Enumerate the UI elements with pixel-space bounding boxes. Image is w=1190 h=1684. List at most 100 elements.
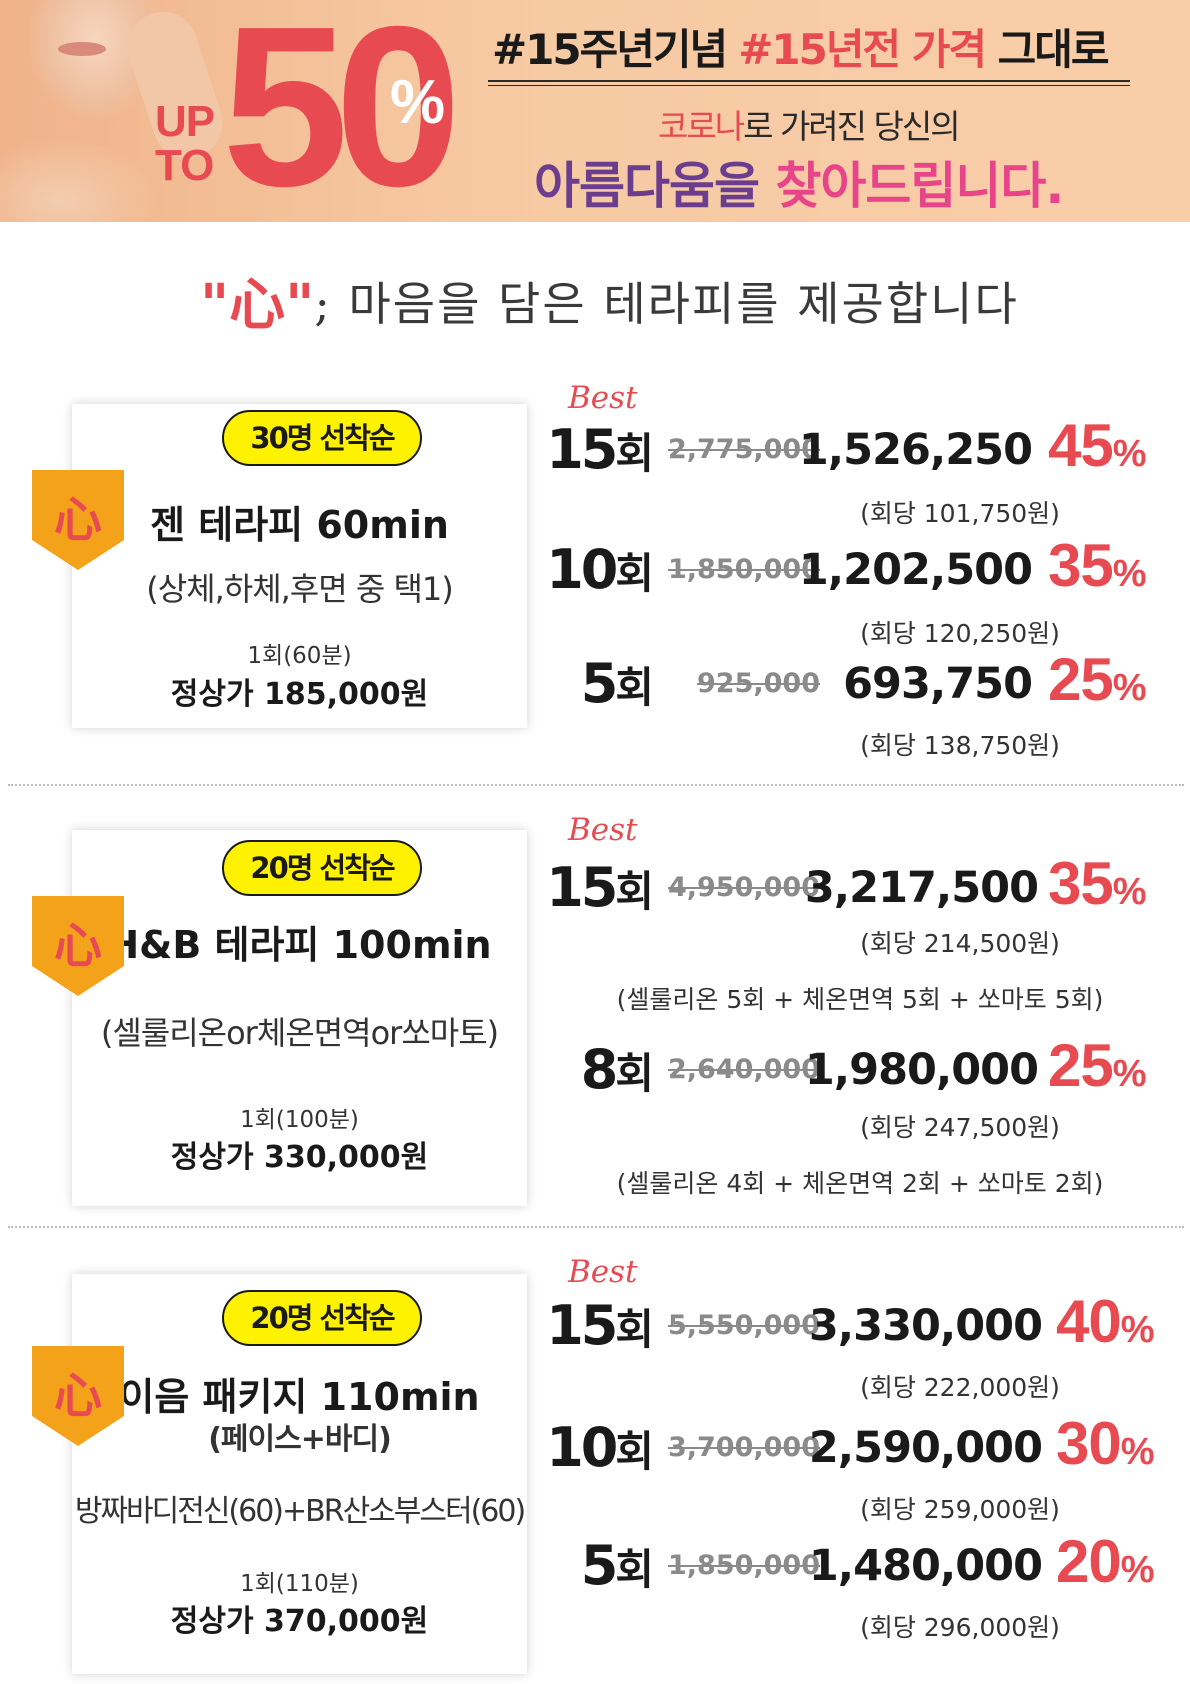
count-number: 5 <box>580 652 619 715</box>
per-session-price: (회당 101,750원) <box>860 499 1060 528</box>
count-unit: 회 <box>615 663 654 712</box>
anniversary-tag: #15주년기념 <box>492 25 728 74</box>
slogan-part-b: 찾아드립니다. <box>775 157 1064 215</box>
first-come-badge: 20명 선착순 <box>222 840 422 896</box>
price-row: 15회 2,775,000 1,526,250 45% <box>0 416 1190 480</box>
count-number: 5 <box>580 1534 619 1597</box>
discount-percent: % <box>1112 871 1147 913</box>
discount-percent: % <box>1120 1549 1155 1591</box>
same-tag: 그대로 <box>985 25 1110 74</box>
count-number: 10 <box>546 1416 618 1479</box>
model-face-photo <box>0 0 232 222</box>
discount-number: 25 <box>1048 646 1114 713</box>
discount-number: 35 <box>1048 532 1114 599</box>
sale-price: 3,330,000 <box>808 1301 1043 1351</box>
count-unit: 회 <box>615 1427 654 1476</box>
session-count: 5회 <box>581 654 654 718</box>
session-count: 15회 <box>546 1296 654 1360</box>
tagline: "心"; 마음을 담은 테라피를 제공합니다 <box>200 260 1019 341</box>
original-price: 2,775,000 <box>667 434 820 465</box>
regular-price: 정상가 370,000원 <box>170 1604 429 1639</box>
anniversary-headline: #15주년기념 #15년전 가격 그대로 <box>492 16 1110 77</box>
session-count: 10회 <box>546 1418 654 1482</box>
package-subtitle: (페이스+바디) <box>208 1422 392 1457</box>
heart-shield-icon: 心 <box>32 470 124 570</box>
per-session-price: (회당 259,000원) <box>860 1495 1060 1524</box>
original-price: 925,000 <box>697 668 820 699</box>
headline-rule-top <box>488 80 1130 82</box>
package-card: 20명 선착순 H&B 테라피 100min (셀룰리온or체온면역or쏘마토)… <box>72 830 527 1206</box>
discount-percent: % <box>1112 553 1147 595</box>
per-session-price: (회당 120,250원) <box>860 619 1060 648</box>
slogan-part-a: 아름다움을 <box>534 157 776 215</box>
session-duration: 1회(110분) <box>240 1571 359 1597</box>
price-row: 15회 5,550,000 3,330,000 40% <box>0 1292 1190 1356</box>
sale-price: 1,526,250 <box>798 425 1033 475</box>
up-text: UP <box>155 97 215 146</box>
original-price: 1,850,000 <box>667 1550 820 1581</box>
package-card: 20명 선착순 이음 패키지 110min (페이스+바디) 방짜바디전신(60… <box>72 1274 527 1674</box>
sale-price: 3,217,500 <box>804 863 1039 913</box>
package-composition: (셀룰리온 5회 + 체온면역 5회 + 쏘마토 5회) <box>616 985 1104 1014</box>
count-unit: 회 <box>615 1305 654 1354</box>
heart-shield-icon: 心 <box>32 896 124 996</box>
package-composition: (셀룰리온 4회 + 체온면역 2회 + 쏘마토 2회) <box>616 1169 1104 1198</box>
per-session-price: (회당 247,500원) <box>860 1113 1060 1142</box>
package-options: (셀룰리온or체온면역or쏘마토) <box>100 1014 499 1052</box>
banner-subline: 코로나로 가려진 당신의 <box>658 100 961 148</box>
original-price: 4,950,000 <box>667 872 820 903</box>
section-divider <box>8 784 1184 786</box>
discount-number: 35 <box>1048 850 1114 917</box>
discount-percent: % <box>1112 667 1147 709</box>
count-unit: 회 <box>615 1545 654 1594</box>
price-row: 5회 925,000 693,750 25% <box>0 650 1190 714</box>
section-divider <box>8 1226 1184 1228</box>
corona-word: 코로나 <box>658 107 745 146</box>
best-label: Best <box>568 812 638 848</box>
package-options: (상체,하체,후면 중 택1) <box>146 570 454 608</box>
package-title: 이음 패키지 110min <box>119 1375 480 1419</box>
count-unit: 회 <box>615 429 654 478</box>
session-duration: 1회(100분) <box>240 1107 359 1133</box>
discount-rate: 25% <box>1048 1036 1147 1104</box>
promo-banner: UP TO 50 % #15주년기념 #15년전 가격 그대로 코로나로 가려진 … <box>0 0 1190 222</box>
first-come-badge: 30명 선착순 <box>222 410 422 466</box>
first-come-badge: 20명 선착순 <box>222 1290 422 1346</box>
big-discount-number: 50 <box>222 0 462 222</box>
discount-rate: 40% <box>1056 1292 1155 1360</box>
original-price: 1,850,000 <box>667 554 820 585</box>
up-to-label: UP TO <box>155 100 235 188</box>
discount-rate: 35% <box>1048 536 1147 604</box>
count-number: 15 <box>546 856 618 919</box>
to-text: TO <box>155 141 214 190</box>
original-price: 3,700,000 <box>667 1432 820 1463</box>
heart-char: 心 <box>53 918 102 974</box>
discount-rate: 20% <box>1056 1532 1155 1600</box>
count-unit: 회 <box>615 1049 654 1098</box>
discount-percent: % <box>1112 1053 1147 1095</box>
subline-rest: 로 가려진 당신의 <box>743 107 960 146</box>
discount-rate: 45% <box>1048 416 1147 484</box>
sale-price: 2,590,000 <box>808 1423 1043 1473</box>
count-number: 8 <box>580 1038 619 1101</box>
sale-price: 1,980,000 <box>804 1045 1039 1095</box>
session-count: 10회 <box>546 540 654 604</box>
per-session-price: (회당 296,000원) <box>860 1613 1060 1642</box>
discount-percent: % <box>1120 1309 1155 1351</box>
heart-char: 心 <box>53 492 102 548</box>
per-session-price: (회당 222,000원) <box>860 1373 1060 1402</box>
session-count: 5회 <box>581 1536 654 1600</box>
discount-rate: 25% <box>1048 650 1147 718</box>
price-row: 8회 2,640,000 1,980,000 25% <box>0 1036 1190 1101</box>
package-card: 30명 선착순 젠 테라피 60min (상체,하체,후면 중 택1) 1회(6… <box>72 404 527 728</box>
discount-number: 45 <box>1048 412 1114 479</box>
discount-number: 20 <box>1056 1528 1122 1595</box>
session-count: 15회 <box>546 420 654 484</box>
big-percent-sign: % <box>390 68 446 137</box>
per-session-price: (회당 214,500원) <box>860 929 1060 958</box>
tagline-text: ; 마음을 담은 테라피를 제공합니다 <box>314 277 1019 331</box>
count-unit: 회 <box>615 549 654 598</box>
regular-price: 정상가 185,000원 <box>170 677 429 712</box>
count-number: 10 <box>546 538 618 601</box>
price-row: 10회 1,850,000 1,202,500 35% <box>0 536 1190 600</box>
